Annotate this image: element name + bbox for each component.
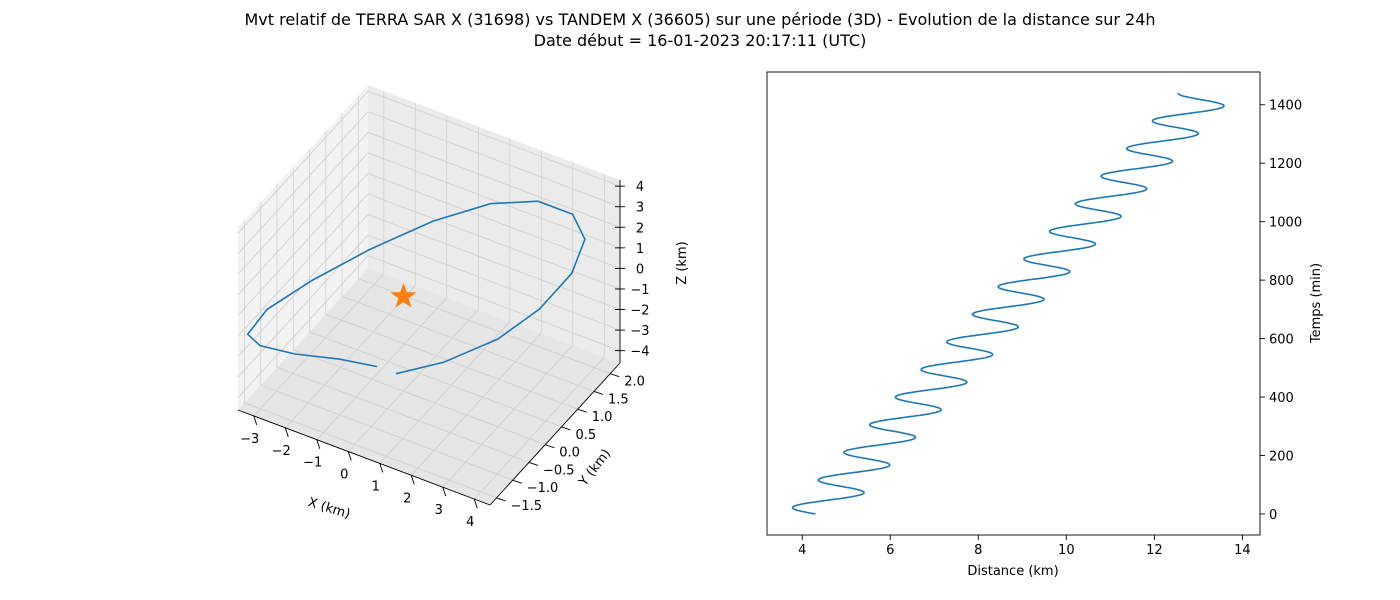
x-tick-label-3d: −2 <box>272 444 291 459</box>
x-tick-label-3d: 4 <box>466 515 474 530</box>
z-tick-label-3d: −2 <box>630 304 649 319</box>
x-grid-line <box>253 90 385 417</box>
y-tick-label: 800 <box>1269 274 1294 289</box>
x-tick-3d <box>379 463 384 473</box>
back-pane-y <box>368 85 620 363</box>
x-tick-3d <box>442 487 447 497</box>
plot-frame <box>766 71 1261 536</box>
z-grid-line <box>237 90 621 234</box>
y-tick-label-3d: −1.0 <box>527 481 559 496</box>
y-tick-3d <box>528 461 539 466</box>
y-tick-3d <box>561 426 571 431</box>
figure-title: Mvt relatif de TERRA SAR X (31698) vs TA… <box>244 10 1156 29</box>
z-grid-line <box>237 152 621 296</box>
x-tick-3d <box>473 498 478 509</box>
x-tick-3d <box>347 451 352 461</box>
y-grid-line <box>325 131 578 410</box>
y-grid-line <box>244 219 497 499</box>
side-pane-x <box>238 85 368 410</box>
y-tick-3d <box>512 479 522 484</box>
y-tick-label-3d: 2.0 <box>624 375 645 390</box>
x-tick-label: 6 <box>886 543 894 558</box>
distance-line <box>791 92 1225 515</box>
y-axis-line-3d <box>489 362 621 506</box>
z-tick-label-3d: 4 <box>636 180 644 195</box>
y-grid-line <box>276 184 530 463</box>
x-tick-label-3d: 3 <box>435 503 443 518</box>
y-tick-label-3d: 1.0 <box>592 410 613 425</box>
z-grid-line <box>237 234 621 378</box>
y-tick-label: 1200 <box>1269 157 1302 172</box>
x-grid-line <box>316 114 448 440</box>
x-grid-line <box>442 162 574 488</box>
y-tick-label-3d: 1.5 <box>608 392 629 407</box>
x-tick-label-3d: −1 <box>303 456 322 471</box>
x-grid-line <box>379 138 511 464</box>
z-grid-line <box>237 111 621 254</box>
y-grid-line <box>309 148 562 428</box>
x-tick-label: 4 <box>798 543 806 558</box>
figure-subtitle: Date début = 16-01-2023 20:17:11 (UTC) <box>533 31 867 50</box>
relative-motion-line <box>246 200 586 375</box>
y-grid-line <box>341 113 595 392</box>
y-tick-label-3d: −0.5 <box>543 463 575 478</box>
y-tick-label: 1400 <box>1269 99 1302 114</box>
x-axis-line-3d <box>237 409 491 506</box>
y-tick-label: 400 <box>1269 391 1294 406</box>
y-tick-label: 200 <box>1269 449 1294 464</box>
z-grid-line <box>237 193 621 337</box>
y-tick-3d <box>545 444 555 449</box>
z-tick-label-3d: 2 <box>636 221 644 236</box>
z-grid-line <box>237 172 621 316</box>
y-tick-3d <box>593 390 604 395</box>
x-tick-3d <box>284 427 289 437</box>
y-tick-label-3d: 0.5 <box>576 428 597 443</box>
x-axis-label: Distance (km) <box>967 564 1058 579</box>
y-grid-line <box>292 166 546 445</box>
x-grid-line <box>411 150 542 476</box>
z-tick-label-3d: −3 <box>630 324 649 339</box>
z-tick-label-3d: 0 <box>636 262 644 277</box>
z-grid-line <box>237 131 621 275</box>
x-tick-label: 10 <box>1058 543 1075 558</box>
z-tick-label-3d: 1 <box>636 242 644 257</box>
y-axis-label: Temps (min) <box>1309 263 1324 344</box>
x-tick-label-3d: 1 <box>372 479 380 494</box>
y-grid-line <box>357 95 611 374</box>
x-grid-line <box>348 126 479 452</box>
x-tick-3d <box>253 415 258 426</box>
x-grid-line <box>474 174 605 500</box>
x-tick-3d <box>410 475 415 485</box>
z-axis-label-3d: Z (km) <box>675 241 690 284</box>
y-tick-label: 1000 <box>1269 216 1302 231</box>
y-tick-3d <box>496 497 506 502</box>
y-tick-3d <box>610 373 620 378</box>
y-tick-3d <box>577 408 587 413</box>
z-grid-line <box>237 214 621 357</box>
x-tick-label-3d: 2 <box>403 491 411 506</box>
x-tick-3d <box>316 439 321 449</box>
y-tick-label: 0 <box>1269 508 1277 523</box>
x-tick-label: 14 <box>1234 543 1251 558</box>
x-tick-label: 8 <box>974 543 982 558</box>
y-tick-label-3d: 0.0 <box>559 446 580 461</box>
x-tick-label: 12 <box>1146 543 1163 558</box>
x-tick-label-3d: −3 <box>240 432 259 447</box>
x-tick-label-3d: 0 <box>340 468 348 483</box>
z-tick-label-3d: 3 <box>636 201 644 216</box>
y-tick-label-3d: −1.5 <box>511 499 543 514</box>
z-tick-label-3d: −4 <box>630 345 649 360</box>
z-tick-label-3d: −1 <box>630 283 649 298</box>
y-tick-label: 600 <box>1269 333 1294 348</box>
y-grid-line <box>260 202 513 481</box>
reference-satellite-star-marker <box>390 282 417 308</box>
x-grid-line <box>285 102 416 429</box>
